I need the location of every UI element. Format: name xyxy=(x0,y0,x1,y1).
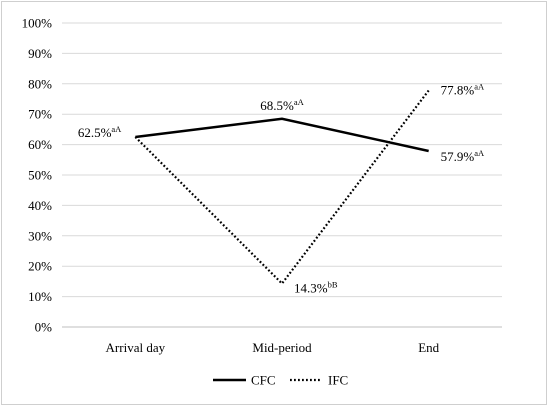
data-label: 77.8%aA xyxy=(441,81,485,97)
data-label: 68.5%aA xyxy=(260,97,304,113)
y-tick-label: 40% xyxy=(28,198,52,213)
y-tick-label: 20% xyxy=(28,259,52,274)
y-tick-label: 80% xyxy=(28,76,52,91)
x-tick-label: Arrival day xyxy=(106,340,166,355)
data-label: 14.3%bB xyxy=(294,280,338,296)
legend-label: IFC xyxy=(328,373,348,388)
data-label: 57.9%aA xyxy=(441,148,485,164)
legend-label: CFC xyxy=(251,373,276,388)
x-tick-label: End xyxy=(418,340,439,355)
series-line-cfc xyxy=(135,117,429,153)
y-tick-label: 50% xyxy=(28,168,52,183)
y-tick-label: 30% xyxy=(28,228,52,243)
series-line-ifc xyxy=(134,89,430,286)
data-label: 62.5%aA xyxy=(78,124,122,140)
y-tick-label: 100% xyxy=(22,16,53,31)
y-tick-label: 90% xyxy=(28,46,52,61)
y-tick-label: 0% xyxy=(35,320,53,335)
y-tick-label: 70% xyxy=(28,107,52,122)
y-tick-label: 60% xyxy=(28,137,52,152)
y-tick-label: 10% xyxy=(28,289,52,304)
x-tick-label: Mid-period xyxy=(252,340,312,355)
